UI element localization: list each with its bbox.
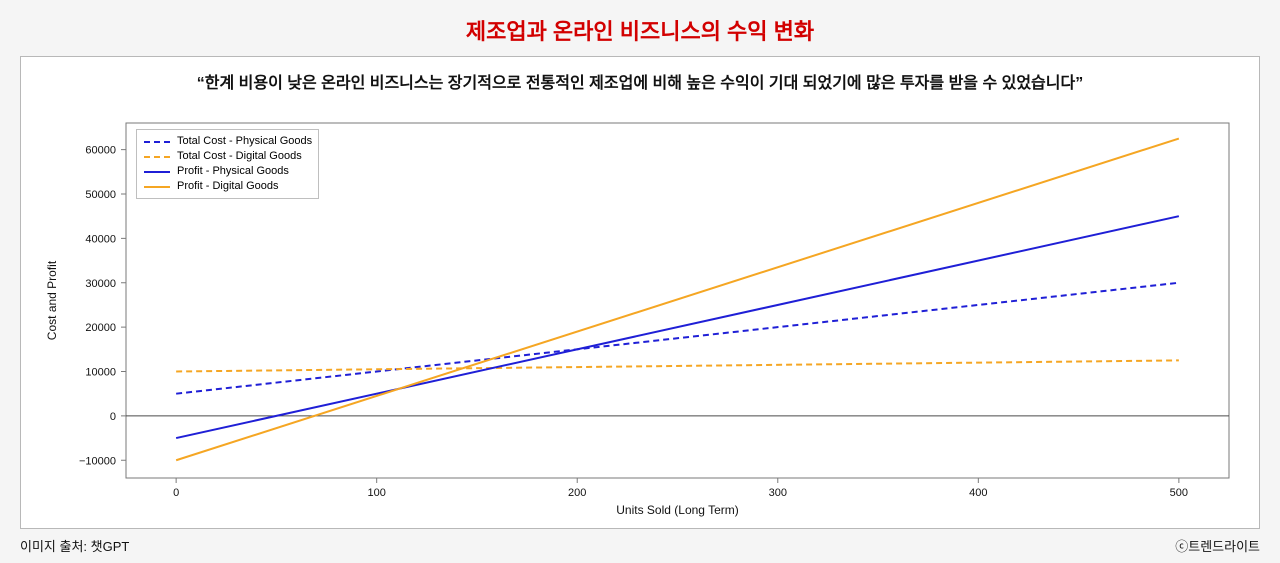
series-profit_physical — [176, 216, 1179, 438]
line-chart: 0 100 200 300 400 500 −10000 0 10000 20000 30000 40… — [21, 57, 1259, 528]
xtick-label: 0 — [173, 487, 179, 499]
legend-label: Total Cost - Physical Goods — [177, 134, 312, 149]
ytick-label: 10000 — [85, 367, 116, 379]
xtick-label: 200 — [568, 487, 586, 499]
legend-label: Profit - Digital Goods — [177, 179, 278, 194]
ytick-label: 50000 — [85, 189, 116, 201]
legend-label: Total Cost - Digital Goods — [177, 149, 302, 164]
ytick-label: 60000 — [85, 145, 116, 157]
ytick-label: 20000 — [85, 322, 116, 334]
credit-left: 이미지 출처: 챗GPT — [20, 536, 129, 555]
credit-right: ⓒ트렌드라이트 — [1175, 536, 1260, 555]
series-profit_digital — [176, 139, 1179, 461]
xtick-label: 400 — [969, 487, 987, 499]
legend-item-profit_physical: Profit - Physical Goods — [143, 164, 312, 179]
legend-item-total_cost_physical: Total Cost - Physical Goods — [143, 134, 312, 149]
series-total_cost_digital — [176, 360, 1179, 371]
ytick-label: 40000 — [85, 233, 116, 245]
page-root: 제조업과 온라인 비즈니스의 수익 변화 “한계 비용이 낮은 온라인 비즈니스… — [0, 0, 1280, 563]
xtick-label: 100 — [368, 487, 386, 499]
ytick-label: 0 — [110, 411, 116, 423]
main-title: 제조업과 온라인 비즈니스의 수익 변화 — [0, 0, 1280, 52]
ytick-label: 30000 — [85, 278, 116, 290]
chart-frame: “한계 비용이 낮은 온라인 비즈니스는 장기적으로 전통적인 제조업에 비해 … — [20, 56, 1260, 529]
x-axis-label: Units Sold (Long Term) — [616, 503, 739, 517]
ytick-label: −10000 — [79, 455, 116, 467]
xtick-label: 300 — [769, 487, 787, 499]
legend-label: Profit - Physical Goods — [177, 164, 289, 179]
legend: Total Cost - Physical GoodsTotal Cost - … — [136, 129, 319, 199]
legend-item-total_cost_digital: Total Cost - Digital Goods — [143, 149, 312, 164]
y-axis-label: Cost and Profit — [45, 260, 59, 340]
legend-item-profit_digital: Profit - Digital Goods — [143, 179, 312, 194]
xtick-label: 500 — [1170, 487, 1188, 499]
